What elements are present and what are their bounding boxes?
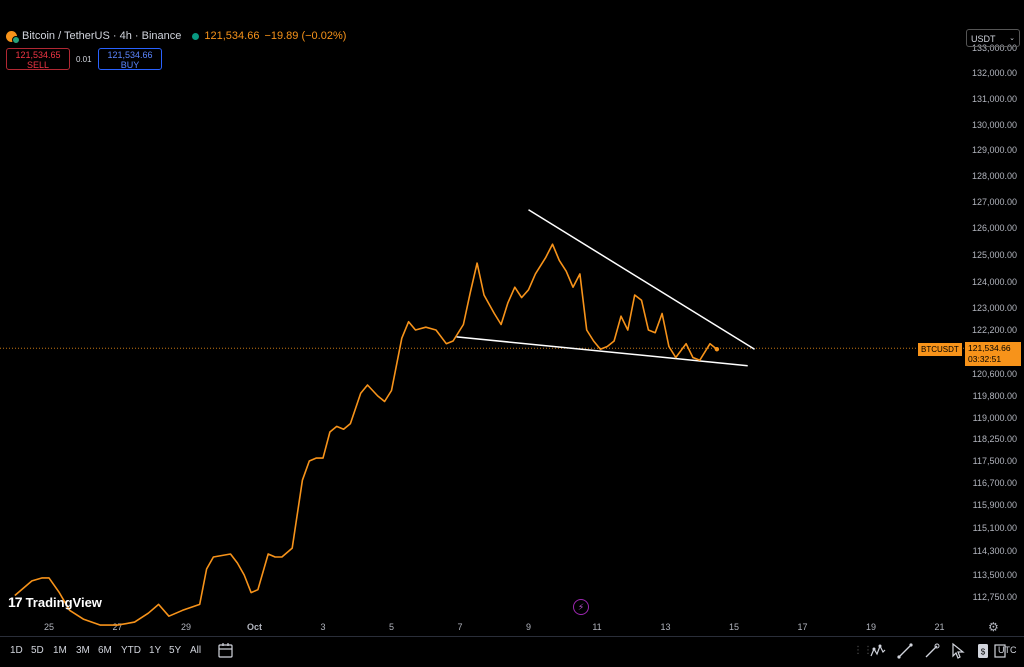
price-tick-label: 120,600.00 [972, 369, 1017, 379]
price-tick-label: 117,500.00 [973, 456, 1017, 466]
bar-countdown: 03:32:51 [968, 354, 1002, 364]
drag-handle-icon[interactable]: ⋮⋮ [853, 645, 873, 656]
time-tick-label: 25 [44, 622, 54, 632]
time-tick-label: 17 [797, 622, 807, 632]
time-tick-label: 3 [320, 622, 325, 632]
upper-trendline [528, 209, 755, 350]
price-chart[interactable]: 133,000.00 132,000.00 131,000.00 130,000.00… [0, 0, 1024, 636]
timezone-label[interactable]: UTC [998, 645, 1017, 655]
spread-value: 0.01 [76, 55, 92, 64]
time-tick-label: 7 [457, 622, 462, 632]
range-6m[interactable]: 6M [98, 645, 112, 656]
svg-text:$: $ [981, 648, 986, 657]
price-tick-label: 119,800.00 [973, 391, 1017, 401]
price-tick-label: 114,300.00 [973, 546, 1017, 556]
price-tick-label: 116,700.00 [973, 478, 1017, 488]
price-tick-label: 131,000.00 [972, 94, 1017, 104]
time-tick-label: Oct [247, 622, 262, 632]
range-1y[interactable]: 1Y [149, 645, 162, 656]
price-tick-label: 115,100.00 [973, 523, 1017, 533]
gear-icon[interactable]: ⚙ [988, 620, 999, 634]
header-last-price: 121,534.66 [204, 30, 260, 42]
time-tick-label: 15 [729, 622, 739, 632]
bitcoin-logo-icon [6, 30, 20, 44]
price-axis: 133,000.00 132,000.00 131,000.00 130,000.00… [972, 43, 1017, 602]
lock-icon[interactable]: $ [973, 641, 993, 661]
range-all[interactable]: All [190, 645, 202, 656]
time-tick-label: 19 [866, 622, 876, 632]
trendline-group [456, 209, 755, 367]
bottom-toolbar: 1D 5D 1M 3M 6M YTD 1Y 5Y All ⋮⋮ $ UTC [0, 636, 1024, 667]
price-tick-label: 130,000.00 [972, 120, 1017, 130]
price-tick-label: 113,500.00 [973, 570, 1017, 580]
range-ytd[interactable]: YTD [121, 645, 141, 656]
price-tick-label: 127,000.00 [972, 197, 1017, 207]
range-3m[interactable]: 3M [76, 645, 90, 656]
range-5y[interactable]: 5Y [169, 645, 182, 656]
tradingview-wordmark: TradingView [25, 594, 102, 610]
price-tick-label: 124,000.00 [972, 277, 1017, 287]
tradingview-mark-icon: 17 [8, 594, 23, 610]
price-series-line [14, 243, 718, 626]
header-change: −19.89 (−0.02%) [264, 30, 347, 42]
sell-price: 121,534.65 [15, 50, 61, 60]
flash-icon[interactable]: ⚡ [573, 599, 589, 615]
replay-icon[interactable] [993, 641, 1007, 661]
range-1m[interactable]: 1M [53, 645, 67, 656]
symbol-title: Bitcoin / TetherUS · 4h · Binance [22, 30, 182, 42]
price-tick-label: 115,900.00 [973, 500, 1017, 510]
time-axis: 25 27 29 Oct 3 5 7 9 11 13 15 17 19 21 [44, 622, 945, 632]
symbol-header[interactable]: Bitcoin / TetherUS · 4h · Binance 121,53… [6, 30, 347, 44]
chevron-down-icon: ⌄ [1009, 35, 1015, 42]
time-tick-label: 21 [934, 622, 944, 632]
time-tick-label: 11 [592, 622, 601, 632]
last-price-point [714, 347, 720, 352]
symbol-price-tag: BTCUSDT [918, 343, 962, 356]
lower-trendline [456, 336, 748, 367]
range-1d[interactable]: 1D [10, 645, 23, 656]
last-price-tag: 121,534.66 03:32:51 [965, 342, 1021, 366]
calendar-range-icon[interactable] [216, 641, 236, 661]
time-tick-label: 13 [660, 622, 670, 632]
time-tick-label: 9 [526, 622, 531, 632]
line-tool-icon[interactable] [895, 641, 915, 661]
price-tick-label: 122,200.00 [972, 325, 1017, 335]
price-line-group [14, 243, 720, 626]
buy-price: 121,534.66 [107, 50, 153, 60]
price-tick-label: 125,000.00 [972, 250, 1017, 260]
currency-value: USDT [971, 34, 996, 44]
pen-tool-icon[interactable] [922, 641, 942, 661]
range-5d[interactable]: 5D [31, 645, 44, 656]
sell-label: SELL [26, 60, 50, 70]
price-tick-label: 118,250.00 [973, 434, 1017, 444]
market-status-icon [192, 32, 200, 40]
price-tick-label: 123,000.00 [972, 303, 1017, 313]
buy-label: BUY [120, 60, 140, 70]
time-tick-label: 5 [389, 622, 394, 632]
sell-button[interactable]: 121,534.65 SELL [6, 48, 70, 70]
price-tick-label: 128,000.00 [972, 171, 1017, 181]
price-tick-label: 132,000.00 [972, 68, 1017, 78]
buy-button[interactable]: 121,534.66 BUY [98, 48, 162, 70]
price-tick-label: 119,000.00 [973, 413, 1017, 423]
price-tick-label: 133,000.00 [972, 43, 1017, 53]
time-tick-label: 27 [112, 622, 122, 632]
tradingview-logo[interactable]: 17 TradingView [8, 594, 102, 610]
time-tick-label: 29 [181, 622, 191, 632]
price-tick-label: 112,750.00 [973, 592, 1017, 602]
price-tick-label: 126,000.00 [972, 223, 1017, 233]
currency-select[interactable]: USDT ⌄ [966, 29, 1020, 47]
last-price-value: 121,534.66 [968, 343, 1011, 353]
cursor-icon[interactable] [948, 641, 968, 661]
pattern-tool-icon[interactable] [868, 641, 888, 661]
price-tick-label: 129,000.00 [972, 145, 1017, 155]
